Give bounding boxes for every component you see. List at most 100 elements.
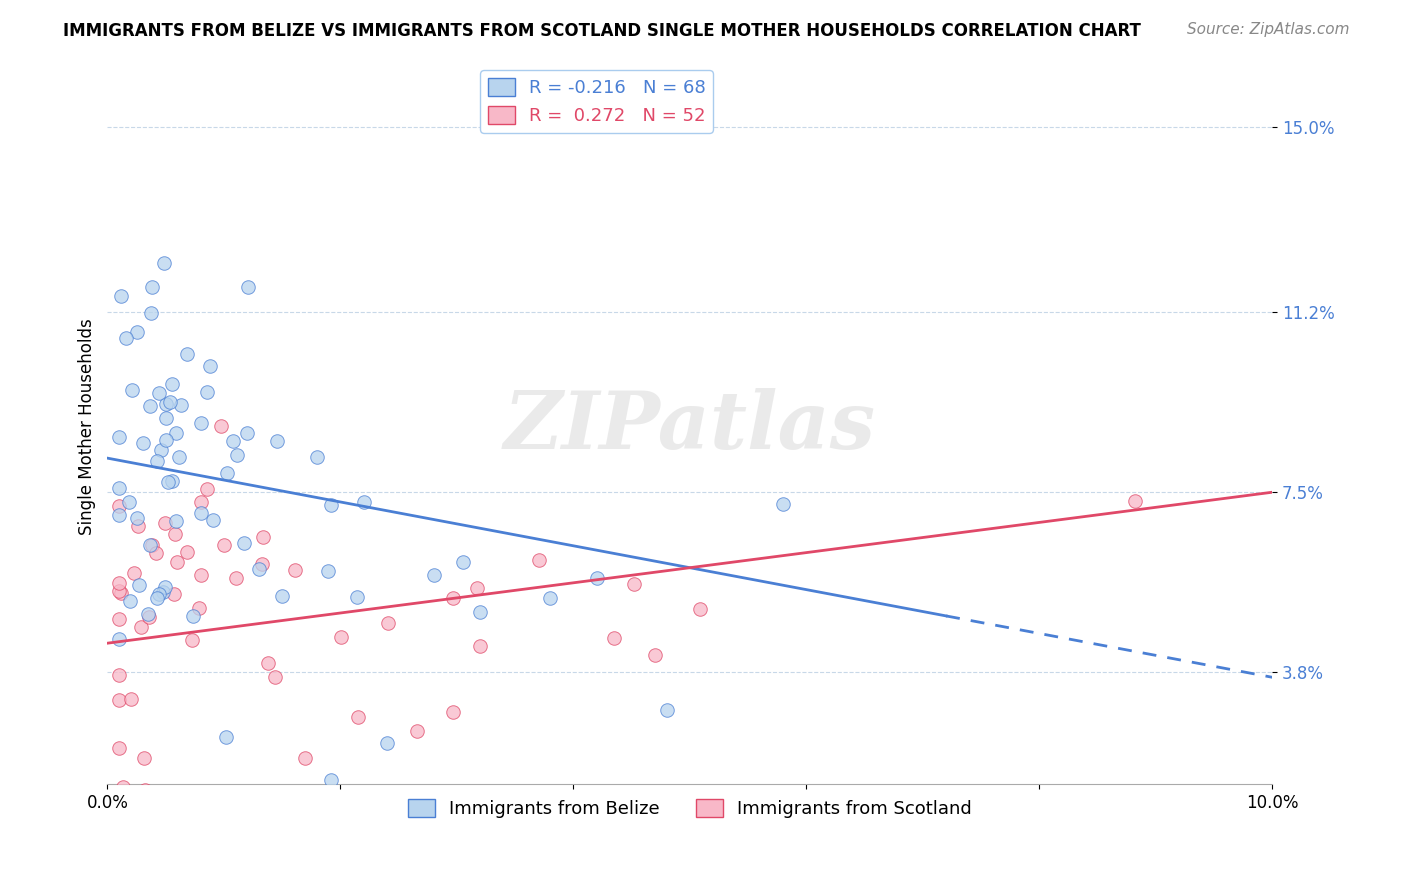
Point	[124, 566, 146, 581]
Point	[165, 514, 187, 528]
Point	[166, 555, 188, 569]
Point	[422, 568, 444, 582]
Point	[138, 610, 160, 624]
Legend: Immigrants from Belize, Immigrants from Scotland: Immigrants from Belize, Immigrants from …	[401, 792, 980, 825]
Point	[247, 561, 270, 575]
Point	[110, 289, 132, 303]
Point	[131, 436, 153, 450]
Point	[118, 594, 141, 608]
Point	[146, 591, 169, 605]
Point	[136, 607, 159, 622]
Point	[470, 605, 492, 619]
Point	[222, 434, 245, 449]
Point	[108, 632, 131, 646]
Point	[108, 740, 131, 755]
Point	[377, 616, 399, 631]
Point	[623, 577, 645, 591]
Point	[266, 434, 288, 449]
Point	[346, 590, 368, 604]
Point	[689, 602, 711, 616]
Point	[353, 495, 375, 509]
Point	[236, 425, 259, 440]
Point	[215, 730, 238, 744]
Point	[152, 585, 174, 599]
Point	[165, 527, 187, 541]
Point	[772, 497, 794, 511]
Point	[156, 475, 179, 489]
Point	[155, 397, 177, 411]
Point	[127, 519, 149, 533]
Point	[263, 670, 285, 684]
Point	[190, 495, 212, 509]
Point	[1123, 494, 1146, 508]
Point	[163, 587, 186, 601]
Point	[655, 703, 678, 717]
Point	[468, 639, 491, 653]
Point	[152, 256, 174, 270]
Point	[153, 581, 176, 595]
Point	[538, 591, 561, 606]
Point	[441, 705, 464, 719]
Point	[108, 612, 131, 626]
Point	[169, 450, 191, 464]
Point	[127, 511, 149, 525]
Point	[131, 620, 153, 634]
Point	[294, 751, 316, 765]
Point	[529, 553, 551, 567]
Point	[132, 750, 155, 764]
Point	[212, 538, 235, 552]
Point	[108, 584, 131, 599]
Point	[108, 693, 131, 707]
Point	[190, 506, 212, 520]
Point	[125, 326, 148, 340]
Point	[250, 558, 273, 572]
Point	[108, 575, 131, 590]
Point	[148, 386, 170, 401]
Point	[238, 280, 260, 294]
Point	[321, 498, 343, 512]
Point	[118, 495, 141, 509]
Y-axis label: Single Mother Households: Single Mother Households	[79, 318, 96, 535]
Point	[441, 591, 464, 605]
Point	[271, 589, 294, 603]
Point	[225, 448, 247, 462]
Point	[155, 516, 177, 530]
Point	[451, 555, 474, 569]
Point	[170, 398, 193, 412]
Point	[225, 571, 247, 585]
Point	[200, 359, 222, 373]
Point	[375, 736, 398, 750]
Point	[283, 563, 305, 577]
Point	[141, 538, 163, 552]
Point	[155, 433, 177, 447]
Point	[108, 430, 131, 444]
Point	[190, 568, 212, 582]
Point	[160, 474, 183, 488]
Text: ZIPatlas: ZIPatlas	[503, 388, 876, 466]
Point	[139, 538, 162, 552]
Point	[330, 630, 353, 644]
Point	[121, 384, 143, 398]
Point	[128, 578, 150, 592]
Point	[405, 724, 427, 739]
Point	[108, 499, 131, 513]
Point	[176, 545, 198, 559]
Point	[195, 483, 218, 497]
Point	[145, 546, 167, 560]
Point	[217, 466, 239, 480]
Point	[346, 709, 368, 723]
Text: IMMIGRANTS FROM BELIZE VS IMMIGRANTS FROM SCOTLAND SINGLE MOTHER HOUSEHOLDS CORR: IMMIGRANTS FROM BELIZE VS IMMIGRANTS FRO…	[63, 22, 1142, 40]
Point	[232, 535, 254, 549]
Point	[139, 399, 162, 413]
Point	[134, 782, 156, 797]
Point	[108, 508, 131, 523]
Point	[180, 633, 202, 648]
Point	[181, 608, 204, 623]
Point	[165, 426, 187, 441]
Point	[319, 772, 342, 787]
Point	[517, 787, 540, 801]
Point	[155, 410, 177, 425]
Point	[202, 514, 225, 528]
Point	[188, 600, 211, 615]
Point	[307, 450, 329, 464]
